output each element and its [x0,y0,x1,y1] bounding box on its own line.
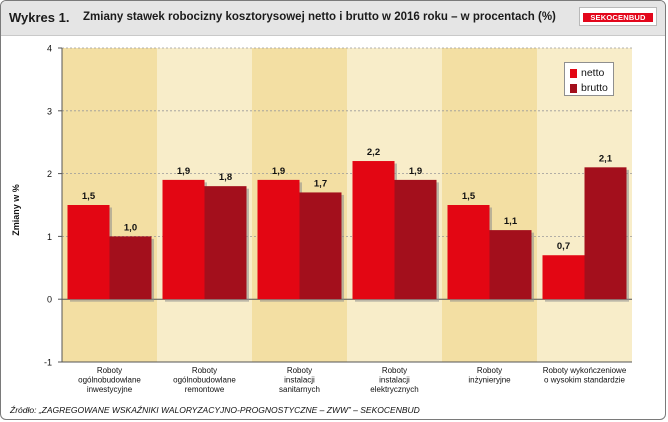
bar-netto [352,161,395,300]
data-label-netto: 1,5 [82,191,96,202]
bar-brutto [204,186,247,300]
y-tick-label: 2 [47,169,52,179]
legend: netto brutto [564,62,614,96]
data-label-netto: 1,5 [462,191,476,202]
chart-title: Zmiany stawek robocizny kosztorysowej ne… [83,11,556,23]
x-category-label: elektrycznych [370,385,418,394]
data-label-brutto: 1,9 [409,166,422,177]
y-tick-label: 4 [47,44,52,54]
sekocenbud-logo: SEKOCENBUD [579,7,657,26]
logo-text: SEKOCENBUD [590,13,646,22]
legend-label-brutto: brutto [581,82,608,94]
data-label-netto: 1,9 [177,166,190,177]
y-tick-label: 0 [47,295,52,305]
x-category-label: Roboty [97,366,122,375]
bar-brutto [394,179,437,300]
legend-swatch-netto [570,69,577,78]
x-category-label: inwestycyjne [87,385,133,394]
x-category-label: instalacji [379,376,410,385]
x-category-label: remontowe [185,385,225,394]
figure-number: Wykres 1. [9,10,70,25]
x-category-label: Roboty [477,366,502,375]
x-category-label: Roboty [192,366,217,375]
data-label-brutto: 1,8 [219,172,232,183]
bar-brutto [584,167,627,300]
data-label-brutto: 2,1 [599,153,613,164]
y-tick-label: 3 [47,106,52,116]
logo-red-bar [583,13,653,22]
bar-netto [257,179,300,300]
y-axis-label: Zmiany w % [11,184,21,236]
x-category-label: ogólnobudowlane [173,376,236,385]
x-category-label: Roboty [287,366,312,375]
x-category-label: o wysokim standardzie [544,376,625,385]
data-label-netto: 2,2 [367,147,380,158]
bar-netto [447,205,490,300]
x-category-label: Roboty wykończeniowe [543,366,627,375]
chart-header: Wykres 1. Zmiany stawek robocizny koszto… [1,1,665,36]
bar-netto [542,255,585,300]
y-tick-label: 1 [47,232,52,242]
data-label-netto: 1,9 [272,166,285,177]
legend-swatch-brutto [570,84,577,93]
data-label-brutto: 1,0 [124,222,137,233]
y-tick-label: -1 [44,358,52,368]
x-category-label: Roboty [382,366,407,375]
legend-label-netto: netto [581,67,605,79]
x-category-label: ogólnobudowlane [78,376,141,385]
bar-brutto [109,236,152,300]
bar-netto [162,179,205,300]
bar-brutto [489,230,532,300]
data-label-netto: 0,7 [557,241,570,252]
bar-brutto [299,192,342,300]
x-category-label: inżynieryjne [468,376,511,385]
bar-netto [67,205,110,300]
x-category-label: instalacji [284,376,315,385]
source-note: Źródło: „ZAGREGOWANE WSKAŹNIKI WALORYZAC… [10,405,420,415]
x-category-label: sanitarnych [279,385,320,394]
data-label-brutto: 1,1 [504,216,518,227]
data-label-brutto: 1,7 [314,178,327,189]
